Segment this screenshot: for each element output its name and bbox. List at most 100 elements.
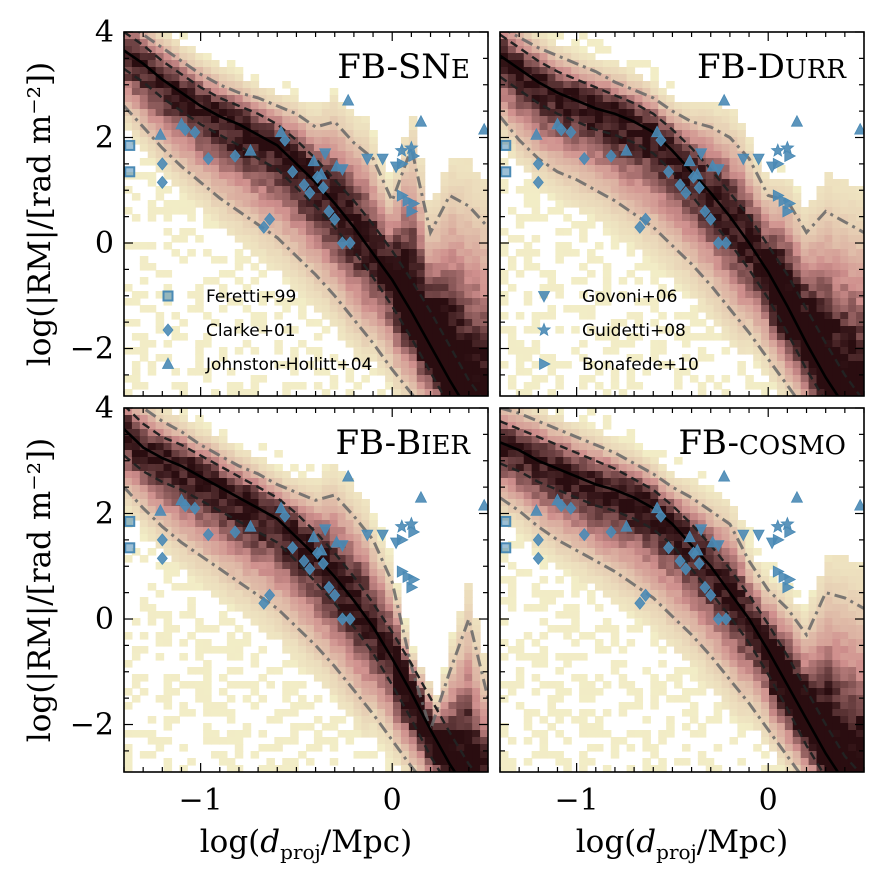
hist-cell xyxy=(594,730,604,738)
hist-cell xyxy=(642,130,651,138)
hist-cell xyxy=(258,172,268,180)
hist-cell xyxy=(361,625,370,633)
hist-cell xyxy=(697,242,707,250)
hist-cell xyxy=(179,88,188,96)
hist-cell xyxy=(500,102,509,110)
hist-cell xyxy=(361,200,370,208)
hist-cell xyxy=(203,520,212,528)
hist-cell xyxy=(226,471,236,479)
hist-cell xyxy=(353,653,362,661)
hist-cell xyxy=(163,228,173,236)
hist-cell xyxy=(626,158,636,166)
hist-cell xyxy=(218,751,228,759)
hist-cell xyxy=(626,548,636,556)
hist-cell xyxy=(195,151,204,159)
hist-cell xyxy=(848,270,857,278)
hist-cell xyxy=(226,541,236,549)
hist-cell xyxy=(769,214,778,222)
hist-cell xyxy=(539,751,549,759)
hist-cell xyxy=(563,443,572,451)
hist-cell xyxy=(329,319,339,327)
hist-cell xyxy=(555,541,564,549)
hist-cell xyxy=(218,443,228,451)
hist-cell xyxy=(448,751,457,759)
hist-cell xyxy=(587,723,596,731)
hist-cell xyxy=(400,277,410,285)
hist-cell xyxy=(290,284,299,292)
hist-cell xyxy=(226,74,236,82)
hist-cell xyxy=(424,737,434,745)
hist-cell xyxy=(234,548,244,556)
hist-cell xyxy=(313,291,323,299)
hist-cell xyxy=(531,541,541,549)
hist-cell xyxy=(179,765,188,772)
hist-cell xyxy=(602,116,612,124)
hist-cell xyxy=(610,548,620,556)
hist-cell xyxy=(337,130,347,138)
hist-cell xyxy=(500,408,509,416)
hist-cell xyxy=(313,737,323,745)
hist-cell xyxy=(824,382,833,390)
hist-cell xyxy=(515,95,525,103)
hist-cell xyxy=(416,298,426,306)
hist-cell xyxy=(729,158,738,166)
hist-cell xyxy=(610,186,620,194)
hist-cell xyxy=(610,228,620,236)
hist-cell xyxy=(124,471,133,479)
hist-cell xyxy=(594,102,604,110)
hist-cell xyxy=(579,88,588,96)
hist-cell xyxy=(642,151,651,159)
hist-cell xyxy=(705,305,715,313)
hist-cell xyxy=(242,137,252,145)
hist-cell xyxy=(274,625,283,633)
hist-cell xyxy=(321,284,331,292)
hist-cell xyxy=(515,639,525,647)
hist-cell xyxy=(147,604,157,612)
hist-cell xyxy=(218,513,228,521)
hist-cell xyxy=(155,165,165,173)
hist-cell xyxy=(555,527,564,535)
hist-cell xyxy=(345,186,355,194)
hist-cell xyxy=(563,172,572,180)
hist-cell xyxy=(555,429,564,437)
hist-cell xyxy=(464,660,473,668)
hist-cell xyxy=(650,639,659,647)
hist-cell xyxy=(745,326,754,334)
hist-cell xyxy=(274,249,283,257)
hist-cell xyxy=(571,158,580,166)
hist-cell xyxy=(555,81,564,89)
hist-cell xyxy=(282,639,291,647)
hist-cell xyxy=(464,702,473,710)
hist-cell xyxy=(416,716,426,724)
hist-cell xyxy=(369,597,378,605)
hist-cell xyxy=(234,158,244,166)
hist-cell xyxy=(306,702,315,710)
hist-cell xyxy=(369,534,378,542)
hist-cell xyxy=(290,354,299,362)
hist-cell xyxy=(555,193,564,201)
hist-cell xyxy=(689,130,699,138)
hist-cell xyxy=(242,305,252,313)
hist-cell xyxy=(440,737,450,745)
hist-cell xyxy=(282,632,291,640)
hist-cell xyxy=(290,625,299,633)
hist-cell xyxy=(682,109,691,117)
hist-cell xyxy=(377,674,386,682)
hist-cell xyxy=(610,333,620,341)
hist-cell xyxy=(298,116,307,124)
hist-cell xyxy=(234,298,244,306)
hist-cell xyxy=(808,235,818,243)
hist-cell xyxy=(769,263,778,271)
hist-cell xyxy=(377,326,386,334)
hist-cell xyxy=(377,186,386,194)
hist-cell xyxy=(729,263,738,271)
hist-cell xyxy=(500,478,509,486)
hist-cell xyxy=(377,548,386,556)
hist-cell xyxy=(290,200,299,208)
hist-cell xyxy=(737,340,746,348)
hist-cell xyxy=(832,228,841,236)
hist-cell xyxy=(369,639,378,647)
hist-cell xyxy=(729,333,738,341)
hist-cell xyxy=(515,158,525,166)
hist-cell xyxy=(195,639,204,647)
